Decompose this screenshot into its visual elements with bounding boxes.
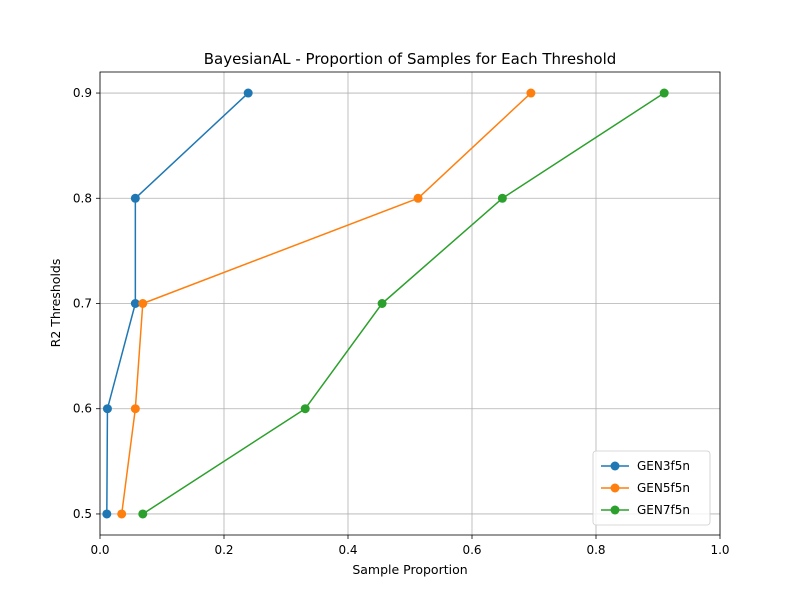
legend-label: GEN5f5n [637, 481, 690, 495]
series-GEN3f5n [102, 88, 253, 519]
legend-box [592, 450, 711, 526]
data-point [138, 509, 148, 519]
legend-marker [610, 505, 620, 515]
data-point [497, 193, 507, 203]
series-GEN7f5n [138, 88, 669, 519]
data-point [130, 299, 140, 308]
x-tick-label: 0.6 [462, 543, 481, 557]
legend-item: GEN7f5n [601, 503, 690, 517]
y-tick-label: 0.7 [73, 297, 92, 311]
data-point [526, 88, 536, 98]
x-tick-label: 1.0 [710, 543, 729, 557]
legend-marker [610, 461, 620, 471]
data-point [138, 299, 148, 308]
y-tick-label: 0.6 [73, 402, 92, 416]
x-tick-label: 0.0 [90, 543, 109, 557]
legend-marker [610, 483, 620, 493]
series-GEN5f5n [117, 88, 536, 519]
data-point [659, 88, 669, 98]
y-tick-label: 0.9 [73, 86, 92, 100]
x-tick-label: 0.4 [338, 543, 357, 557]
grid [99, 72, 721, 535]
data-point [377, 299, 387, 308]
legend-label: GEN3f5n [637, 459, 690, 473]
y-tick-label: 0.8 [73, 191, 92, 205]
y-axis-label: R2 Thresholds [48, 259, 63, 348]
series-group [102, 88, 669, 519]
axes: 0.0 0.2 0.4 0.6 0.8 1.0 0.5 0.6 0.7 0.8 0.9 [73, 71, 730, 557]
y-tick-label: 0.5 [73, 507, 92, 521]
legend: GEN3f5n GEN5f5n GEN7f5n [592, 450, 711, 526]
x-tick-label: 0.8 [586, 543, 605, 557]
data-point [243, 88, 253, 98]
data-point [102, 509, 112, 519]
data-point [413, 193, 423, 203]
chart-title: BayesianAL - Proportion of Samples for E… [204, 50, 617, 68]
x-axis-label: Sample Proportion [352, 562, 467, 577]
data-point [117, 509, 127, 519]
data-point [130, 404, 140, 414]
legend-label: GEN7f5n [637, 503, 690, 517]
x-tick-label: 0.2 [214, 543, 233, 557]
legend-item: GEN5f5n [601, 481, 690, 495]
data-point [102, 404, 112, 414]
legend-item: GEN3f5n [601, 459, 690, 473]
data-point [130, 193, 140, 203]
data-point [300, 404, 310, 414]
